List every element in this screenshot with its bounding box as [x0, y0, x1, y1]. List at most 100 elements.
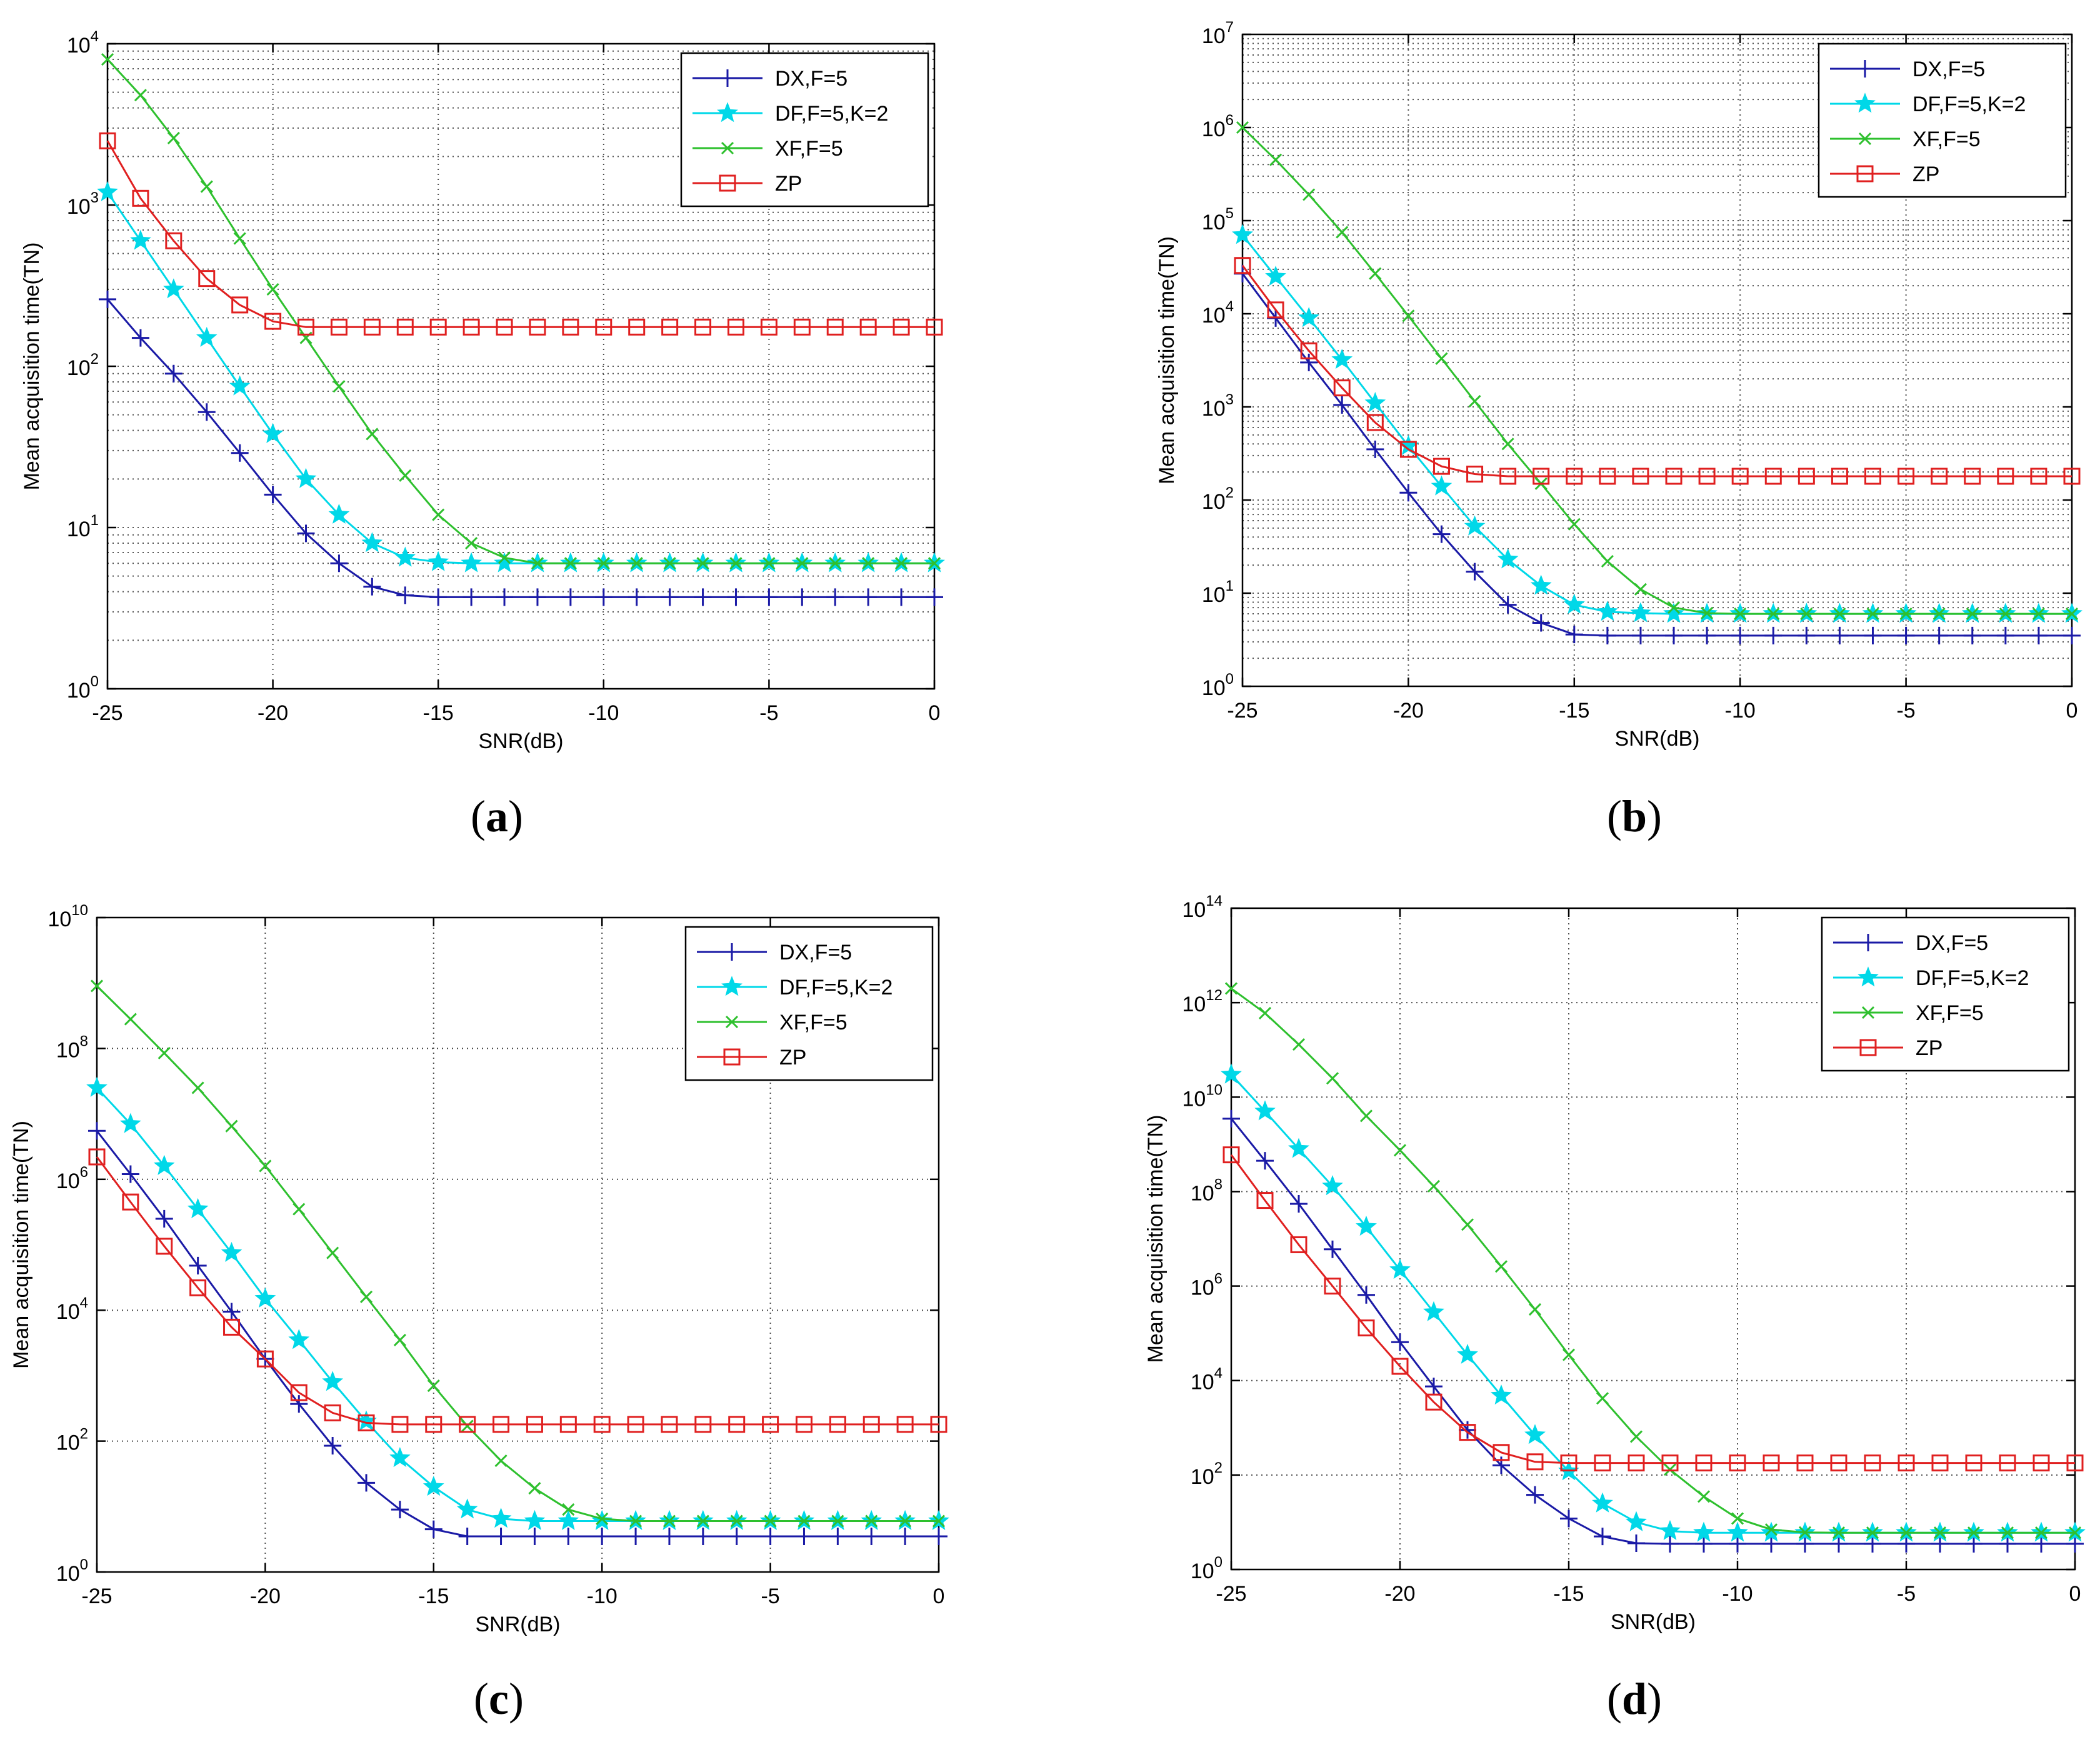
marker-star: [328, 503, 350, 524]
marker-plus: [829, 1528, 847, 1546]
marker-x: [1468, 394, 1481, 408]
marker-plus: [1631, 626, 1649, 644]
marker-plus: [930, 1528, 948, 1546]
marker-square: [1599, 468, 1616, 485]
legend-label: ZP: [1916, 1036, 1942, 1060]
marker-square: [1628, 1454, 1645, 1472]
marker-square: [760, 318, 778, 336]
marker-star: [1423, 1301, 1444, 1321]
marker-x: [200, 180, 213, 193]
marker-plus: [1594, 1528, 1611, 1546]
marker-plus: [1499, 596, 1517, 614]
marker-x: [432, 508, 445, 521]
marker-plus: [155, 1209, 173, 1228]
marker-x: [1734, 607, 1747, 621]
marker-square: [1324, 1278, 1341, 1295]
marker-square: [719, 174, 736, 192]
marker-star: [153, 1154, 175, 1175]
marker-square: [363, 318, 381, 336]
marker-x: [1269, 153, 1282, 166]
marker-x: [1697, 1490, 1711, 1503]
marker-plus: [926, 588, 943, 606]
marker-x: [1833, 607, 1846, 621]
marker-star: [229, 375, 251, 396]
marker-plus: [1859, 934, 1877, 951]
y-tick-label: 108: [56, 1033, 88, 1062]
series-xf-f-5: [90, 979, 946, 1528]
marker-star: [1854, 93, 1876, 113]
chart-panel-d: -25 -20 -15 -10 -5 0 100 102 104 106 108 1010 1012 10…: [1144, 893, 2086, 1724]
marker-plus: [1864, 626, 1882, 644]
marker-star: [130, 229, 151, 250]
marker-x: [564, 557, 577, 570]
marker-star: [1232, 224, 1253, 244]
marker-x: [1258, 1006, 1272, 1019]
chart-panel-a: -25 -20 -15 -10 -5 0 100 101 102 103 104 SNR(dB) Mea…: [20, 28, 945, 841]
marker-x: [1461, 1218, 1474, 1231]
marker-square: [1999, 1454, 2016, 1472]
marker-square: [1267, 301, 1284, 319]
marker-x: [292, 1203, 306, 1216]
marker-x: [90, 979, 104, 993]
marker-square: [1466, 465, 1484, 483]
series-dx-f-5: [1234, 264, 2081, 644]
marker-star: [163, 278, 184, 299]
legend-item: DX,F=5: [1833, 931, 1988, 955]
y-tick-label: 104: [1191, 1365, 1222, 1394]
marker-square: [1965, 1454, 1982, 1472]
x-tick-label: -25: [1227, 699, 1258, 723]
marker-plus: [2066, 1534, 2084, 1553]
legend-item: DF,F=5,K=2: [1833, 966, 2029, 990]
marker-square: [1358, 1319, 1375, 1337]
marker-square: [1459, 1424, 1476, 1441]
marker-square: [1898, 468, 1915, 485]
marker-plus: [1830, 1534, 1848, 1553]
series-xf-f-5: [101, 53, 941, 570]
legend-label: XF,F=5: [775, 137, 843, 161]
marker-square: [526, 1416, 543, 1433]
y-tick-label: 102: [1202, 484, 1234, 514]
series-xf-f-5: [1224, 982, 2082, 1539]
x-tick-label: -5: [759, 701, 778, 725]
marker-square: [122, 1193, 139, 1211]
marker-star: [187, 1198, 209, 1218]
marker-square: [189, 1279, 207, 1296]
marker-square: [1698, 468, 1716, 485]
marker-x: [2001, 1526, 2014, 1539]
marker-plus: [1798, 626, 1816, 644]
panel-label: (c): [474, 1674, 524, 1724]
marker-square: [88, 1148, 106, 1166]
marker-plus: [1764, 626, 1782, 644]
legend-label: DF,F=5,K=2: [779, 976, 892, 999]
marker-square: [1566, 468, 1583, 485]
marker-square: [1560, 1454, 1578, 1472]
marker-plus: [793, 588, 811, 606]
marker-square: [2032, 1454, 2050, 1472]
marker-x: [1798, 1526, 1812, 1539]
legend-item: XF,F=5: [1830, 128, 1981, 151]
marker-star: [1659, 1519, 1681, 1540]
marker-x: [1562, 1348, 1576, 1361]
marker-x: [1402, 309, 1415, 323]
marker-plus: [1930, 626, 1948, 644]
marker-x: [762, 557, 776, 570]
marker-plus: [719, 69, 736, 87]
y-tick-label: 1010: [48, 902, 88, 931]
x-tick-label: -20: [1393, 699, 1424, 723]
marker-plus: [1526, 1486, 1544, 1504]
y-tick-label: 102: [56, 1426, 88, 1455]
marker-x: [663, 557, 676, 570]
y-tick-label: 103: [67, 189, 99, 219]
marker-x: [2034, 1526, 2048, 1539]
marker-x: [1999, 607, 2012, 621]
marker-square: [459, 1416, 476, 1433]
marker-square: [1333, 379, 1351, 397]
marker-x: [461, 1419, 474, 1433]
marker-star: [1626, 1511, 1647, 1531]
marker-x: [332, 380, 346, 393]
series-line: [96, 985, 939, 1522]
x-tick-label: -20: [250, 1584, 281, 1608]
marker-square: [1864, 468, 1882, 485]
marker-square: [559, 1416, 577, 1433]
marker-square: [829, 1416, 846, 1433]
